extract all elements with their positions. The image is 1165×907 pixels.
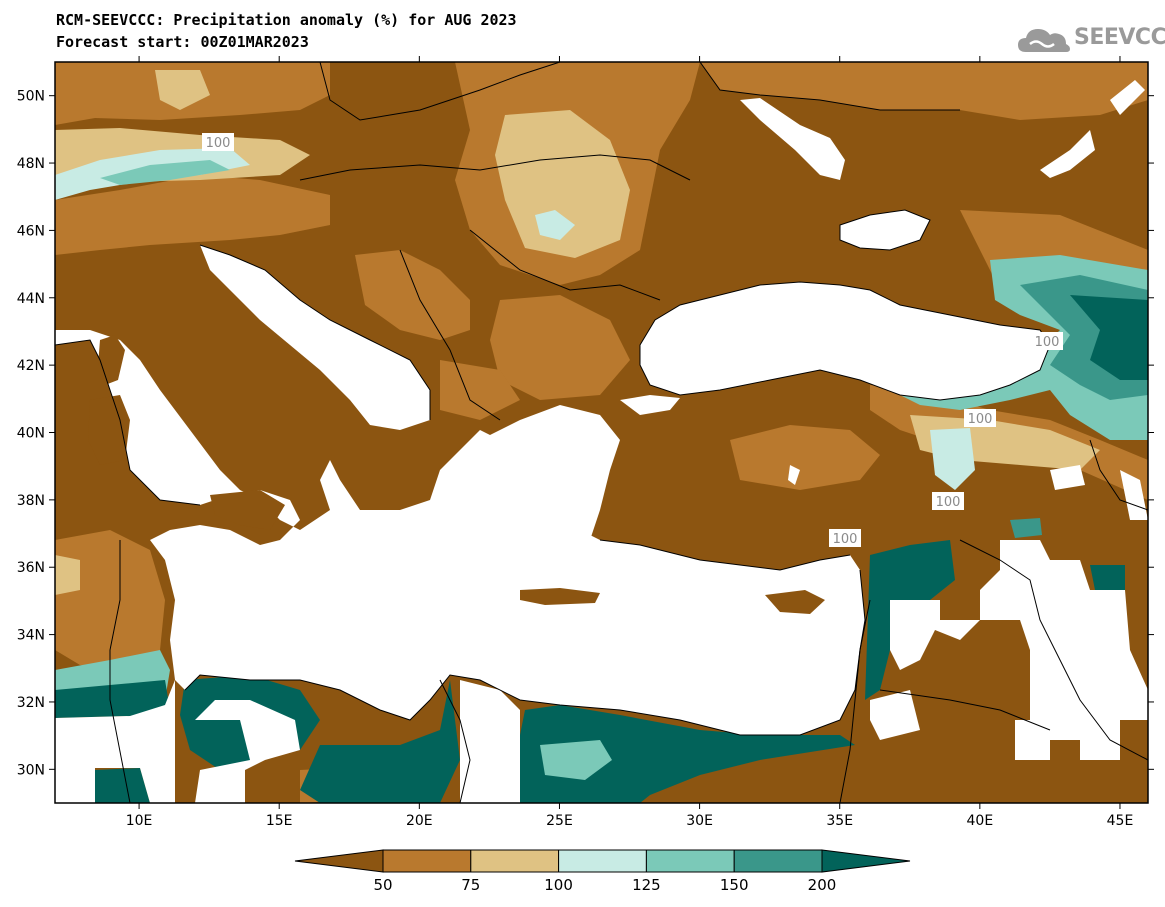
lat-tick-label: 50N bbox=[17, 89, 45, 105]
lat-tick-label: 34N bbox=[17, 628, 45, 644]
colorbar-label: 50 bbox=[373, 876, 392, 894]
lon-tick-label: 25E bbox=[546, 813, 573, 829]
contour-label: 100 bbox=[1035, 335, 1060, 350]
lat-tick-label: 40N bbox=[17, 426, 45, 442]
colorbar-segment bbox=[821, 849, 911, 873]
colorbar-label: 150 bbox=[720, 876, 749, 894]
colorbar-label: 75 bbox=[461, 876, 480, 894]
contour-label: 100 bbox=[206, 136, 231, 151]
lat-tick-label: 38N bbox=[17, 493, 45, 509]
colorbar: 50 75 100 125 150 200 bbox=[294, 849, 911, 894]
seevccc-logo: SEEVCCC bbox=[1016, 22, 1165, 58]
lat-tick-label: 46N bbox=[17, 223, 45, 239]
colorbar-segment bbox=[733, 849, 823, 873]
lon-tick-label: 40E bbox=[967, 813, 994, 829]
colorbar-segment bbox=[294, 849, 384, 873]
cloud-icon bbox=[1018, 29, 1070, 52]
chart-title: RCM-SEEVCCC: Precipitation anomaly (%) f… bbox=[56, 11, 517, 29]
colorbar-segment bbox=[382, 849, 472, 873]
logo-text: SEEVCCC bbox=[1074, 25, 1165, 50]
lat-tick-label: 42N bbox=[17, 358, 45, 374]
sea-and-masked-areas bbox=[55, 80, 1148, 803]
axis-ticks: 10E 15E 20E 25E 30E 35E 40E 45E 30N 32N 34N 36N 38N 4… bbox=[17, 56, 1154, 829]
lon-tick-label: 20E bbox=[406, 813, 433, 829]
contour-labels: 100 100 100 100 100 bbox=[202, 133, 1063, 547]
lat-tick-label: 48N bbox=[17, 156, 45, 172]
lat-tick-label: 32N bbox=[17, 695, 45, 711]
lat-tick-label: 44N bbox=[17, 291, 45, 307]
lat-tick-label: 36N bbox=[17, 560, 45, 576]
contour-label: 100 bbox=[968, 412, 993, 427]
coastlines-and-borders bbox=[55, 62, 1148, 803]
lon-tick-label: 45E bbox=[1107, 813, 1134, 829]
lon-tick-label: 15E bbox=[266, 813, 293, 829]
lon-tick-label: 35E bbox=[826, 813, 853, 829]
islands bbox=[88, 335, 825, 614]
lon-tick-label: 30E bbox=[686, 813, 713, 829]
lon-tick-label: 10E bbox=[126, 813, 153, 829]
colorbar-segment bbox=[645, 849, 735, 873]
colorbar-segment bbox=[558, 849, 647, 873]
colorbar-label: 200 bbox=[808, 876, 837, 894]
lat-tick-label: 30N bbox=[17, 762, 45, 778]
map-field: 100 100 100 100 100 bbox=[55, 62, 1148, 803]
forecast-start-subtitle: Forecast start: 00Z01MAR2023 bbox=[56, 33, 309, 51]
contour-label: 100 bbox=[936, 495, 961, 510]
colorbar-segment bbox=[470, 849, 560, 873]
colorbar-label: 100 bbox=[544, 876, 573, 894]
contour-label: 100 bbox=[833, 532, 858, 547]
colorbar-label: 125 bbox=[632, 876, 661, 894]
